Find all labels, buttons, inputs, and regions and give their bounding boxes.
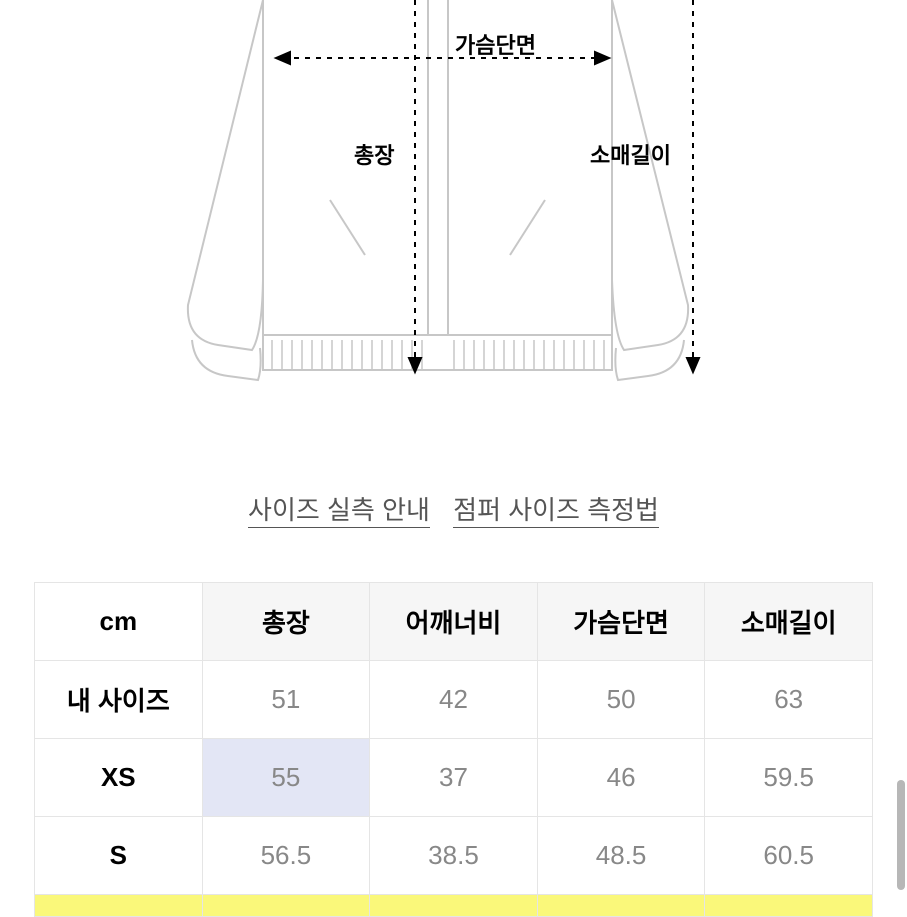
table-cell: 50 [537, 661, 705, 739]
table-cell: 63 [705, 661, 873, 739]
table-cell: 51 [202, 661, 370, 739]
length-label: 총장 [354, 138, 394, 170]
table-cell: 55 [202, 739, 370, 817]
row-label: S [35, 817, 203, 895]
table-cell [705, 895, 873, 917]
size-guide-link[interactable]: 사이즈 실측 안내 [248, 495, 430, 528]
table-header-row: cm 총장 어깨너비 가슴단면 소매길이 [35, 583, 873, 661]
table-cell: 48.5 [537, 817, 705, 895]
table-cell: 56.5 [202, 817, 370, 895]
jacket-guide-link[interactable]: 점퍼 사이즈 측정법 [453, 495, 659, 528]
row-label [35, 895, 203, 917]
col-header-2: 가슴단면 [537, 583, 705, 661]
row-label: XS [35, 739, 203, 817]
table-cell: 60.5 [705, 817, 873, 895]
table-cell: 37 [370, 739, 538, 817]
size-table-body: 내 사이즈51425063XS55374659.5S56.538.548.560… [35, 661, 873, 917]
table-row: XS55374659.5 [35, 739, 873, 817]
col-header-0: 총장 [202, 583, 370, 661]
col-header-3: 소매길이 [705, 583, 873, 661]
table-cell: 38.5 [370, 817, 538, 895]
unit-header: cm [35, 583, 203, 661]
garment-svg [0, 0, 907, 400]
scrollbar-thumb[interactable] [897, 780, 905, 890]
chest-label: 가슴단면 [455, 28, 536, 60]
table-row: S56.538.548.560.5 [35, 817, 873, 895]
size-table-wrap: cm 총장 어깨너비 가슴단면 소매길이 내 사이즈51425063XS5537… [34, 582, 873, 917]
table-cell [370, 895, 538, 917]
sleeve-label: 소매길이 [590, 138, 671, 170]
table-cell: 42 [370, 661, 538, 739]
table-cell [202, 895, 370, 917]
size-table: cm 총장 어깨너비 가슴단면 소매길이 내 사이즈51425063XS5537… [34, 582, 873, 917]
guide-links: 사이즈 실측 안내 점퍼 사이즈 측정법 [0, 490, 907, 527]
table-cell: 46 [537, 739, 705, 817]
table-cell [537, 895, 705, 917]
table-row-highlight [35, 895, 873, 917]
table-cell: 59.5 [705, 739, 873, 817]
row-label: 내 사이즈 [35, 661, 203, 739]
table-row: 내 사이즈51425063 [35, 661, 873, 739]
garment-diagram: 가슴단면 총장 소매길이 [0, 0, 907, 400]
col-header-1: 어깨너비 [370, 583, 538, 661]
